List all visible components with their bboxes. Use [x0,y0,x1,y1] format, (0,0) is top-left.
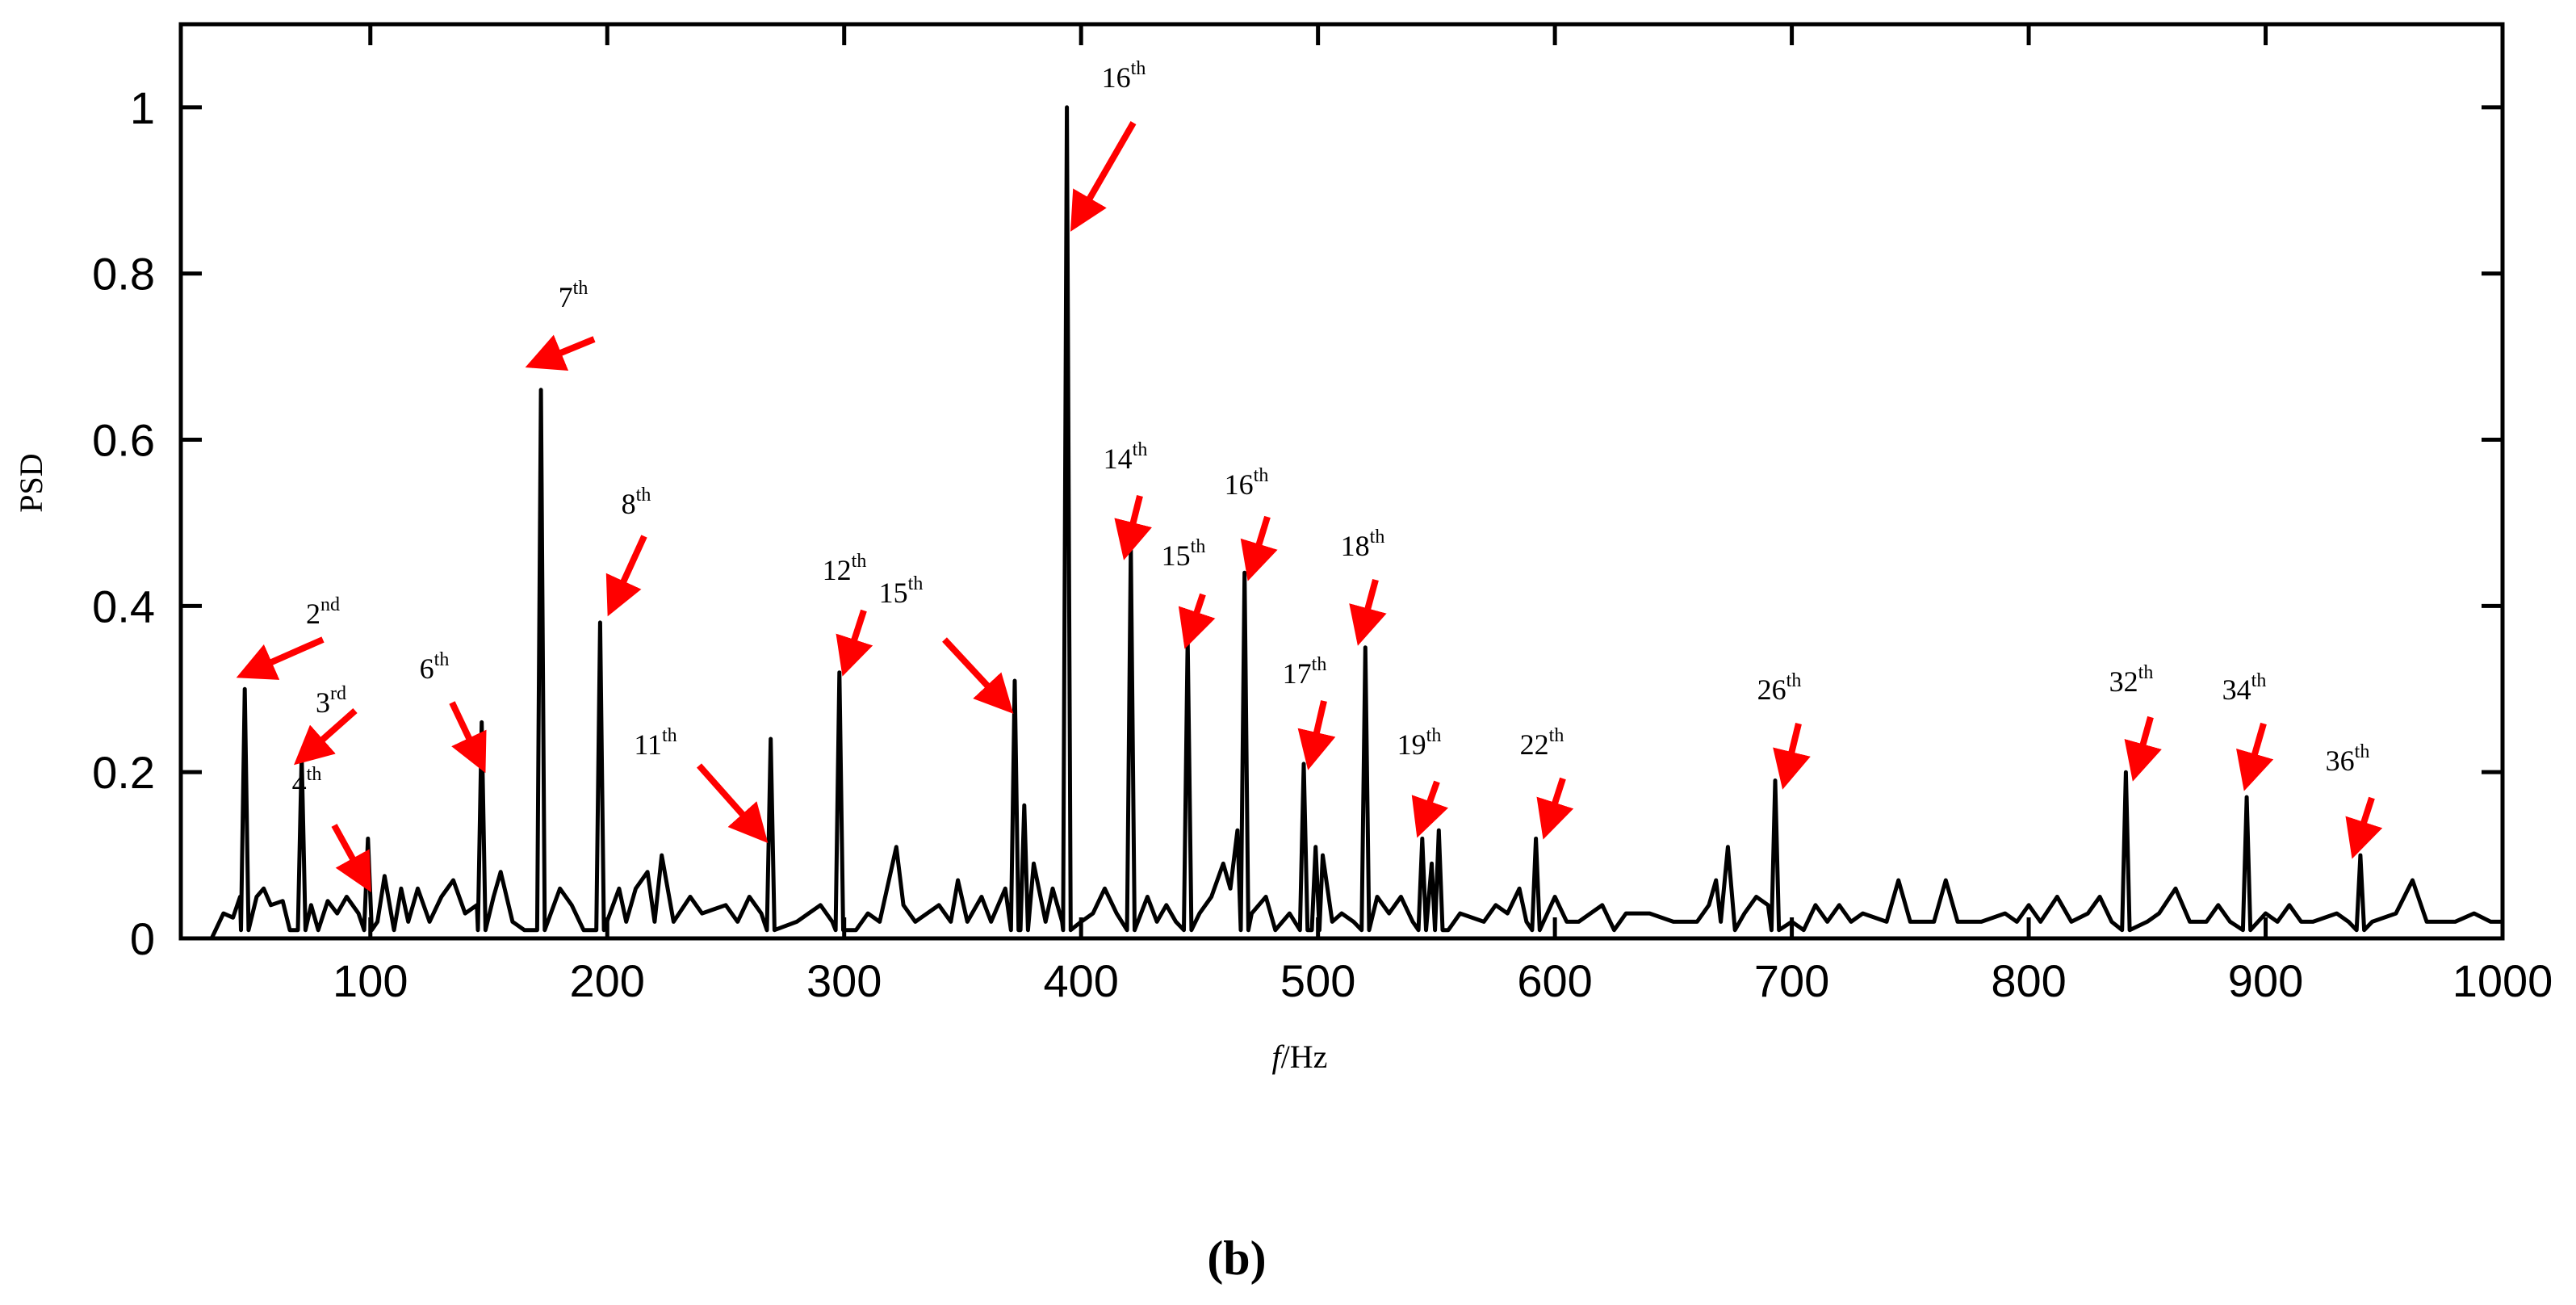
plot-frame [178,22,2505,941]
psd-series-line [209,105,2503,940]
annotation-arrow [449,701,487,774]
annotation-arrow [1297,700,1336,770]
annotation-arrow [1178,593,1216,649]
annotation-label: 34th [2222,670,2267,706]
annotation-label: 12th [823,551,867,586]
annotation-arrow [1070,120,1137,232]
annotation-arrow [331,824,371,893]
annotation-label: 11th [634,725,676,761]
y-axis-label: PSD [13,453,49,512]
annotation-arrow [1411,780,1448,838]
annotation-label: 15th [879,573,924,609]
annotation-arrow [1773,723,1811,790]
y-tick-label: 1 [130,82,155,133]
annotation-label: 4th [292,764,322,799]
y-tick-label: 0 [130,913,155,964]
annotation-label: 18th [1341,527,1385,562]
y-axis: 0 0.2 0.4 0.6 0.8 1 [92,82,2503,964]
x-tick-label: 200 [570,955,645,1006]
annotation-arrow [2345,796,2383,859]
annotation-label: 19th [1397,725,1442,761]
annotation-arrow [236,636,325,680]
annotation-arrow [942,637,1014,714]
annotation-arrow [1240,515,1278,581]
annotation-label: 7th [559,278,589,313]
annotation-label: 15th [1162,536,1206,572]
annotation-arrow [836,609,873,677]
annotation-arrow [294,708,358,766]
x-axis-label: f/Hz [1272,1039,1328,1075]
y-tick-label: 0.2 [92,747,155,798]
annotation-arrow [605,535,647,617]
x-tick-label: 500 [1280,955,1355,1006]
annotation-label: 36th [2326,741,2370,777]
annotation-arrow [1349,578,1387,646]
annotation-label: 14th [1104,439,1148,475]
annotation-label: 32th [2109,662,2154,698]
x-tick-label: 100 [333,955,408,1006]
x-tick-label: 1000 [2452,955,2553,1006]
annotation-label: 3rd [316,683,346,719]
annotation-label: 22th [1520,725,1564,761]
annotation-label: 2nd [306,594,340,630]
y-tick-label: 0.6 [92,415,155,466]
x-tick-label: 900 [2228,955,2303,1006]
annotation-arrow [1114,495,1152,560]
x-tick-label: 800 [1991,955,2066,1006]
x-tick-label: 700 [1754,955,1829,1006]
annotation-label: 16th [1102,58,1146,94]
annotation-label: 26th [1757,670,1802,706]
annotation-arrow [2236,722,2274,791]
x-tick-label: 300 [806,955,882,1006]
annotation-arrow [1536,777,1574,840]
x-tick-label: 600 [1517,955,1592,1006]
harmonic-annotations: 2nd 3rd 4th 6th 7th 8th 11th 12th 15th 16th 14th 15… [236,58,2383,893]
annotation-label: 6th [420,649,450,685]
annotation-arrow [697,763,769,843]
annotation-arrow [2124,715,2162,782]
y-tick-label: 0.8 [92,249,155,300]
annotation-label: 8th [622,485,651,520]
x-axis: 100 200 300 400 500 600 700 800 900 1000 [333,24,2553,1006]
annotation-label: 17th [1283,654,1327,690]
annotation-label: 16th [1225,465,1269,501]
figure-caption: (b) [1207,1232,1266,1285]
y-tick-label: 0.4 [92,581,155,632]
x-tick-label: 400 [1043,955,1118,1006]
annotation-arrow [525,334,596,371]
